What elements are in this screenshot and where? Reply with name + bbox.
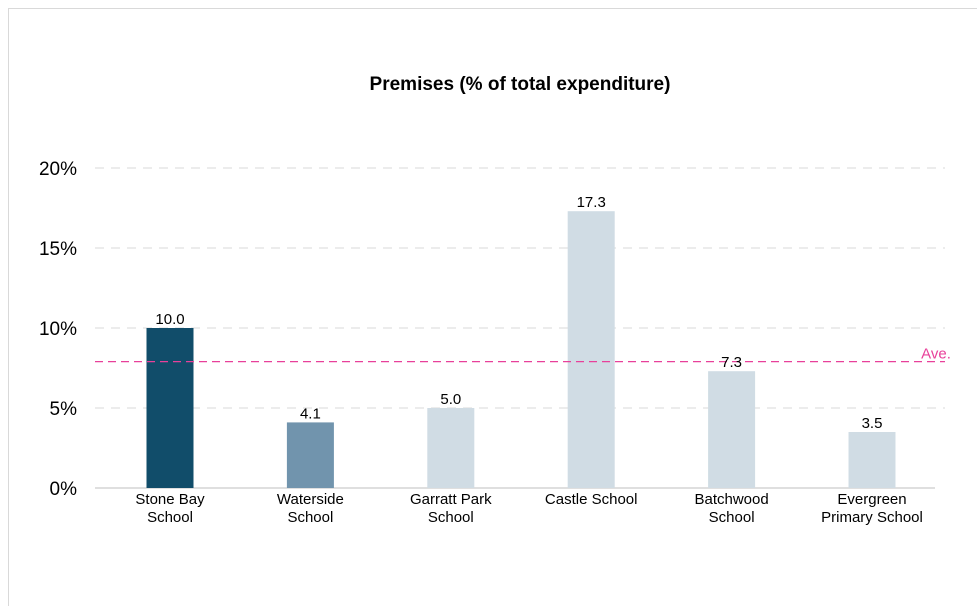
y-tick-label: 15% bbox=[39, 239, 77, 260]
bar-value-label: 7.3 bbox=[721, 354, 742, 371]
bar bbox=[848, 432, 896, 488]
bars bbox=[146, 211, 896, 488]
bar bbox=[708, 371, 756, 488]
average-label: Ave. bbox=[921, 346, 951, 363]
value-labels: 10.0 4.1 5.0 17.3 7.3 3.5 bbox=[155, 194, 882, 432]
x-axis-categories: Stone Bay School Waterside School Garratt Pa… bbox=[135, 491, 922, 526]
bar-value-label: 10.0 bbox=[155, 311, 184, 328]
chart-frame bbox=[8, 8, 977, 606]
category-label: Waterside School bbox=[277, 491, 344, 526]
category-label: Evergreen Primary School bbox=[821, 491, 923, 526]
category-label: Batchwood School bbox=[694, 491, 768, 526]
bar-value-label: 5.0 bbox=[440, 391, 461, 408]
bar-value-label: 3.5 bbox=[862, 415, 883, 432]
y-axis-ticks: 0% 5% 10% 15% 20% bbox=[39, 159, 77, 500]
bar bbox=[146, 328, 194, 488]
y-tick-label: 5% bbox=[50, 399, 78, 420]
bar bbox=[427, 408, 475, 488]
bar-value-label: 4.1 bbox=[300, 405, 321, 422]
gridlines bbox=[95, 167, 945, 489]
category-label: Garratt Park School bbox=[410, 491, 492, 526]
category-label: Stone Bay School bbox=[135, 491, 205, 526]
y-tick-label: 20% bbox=[39, 159, 77, 180]
bar bbox=[286, 422, 334, 488]
chart-title: Premises (% of total expenditure) bbox=[370, 74, 671, 95]
average-line-group: Ave. bbox=[95, 346, 951, 363]
y-tick-label: 10% bbox=[39, 319, 77, 340]
y-tick-label: 0% bbox=[50, 479, 78, 500]
bar-value-label: 17.3 bbox=[577, 194, 606, 211]
bar bbox=[567, 211, 615, 488]
category-label: Castle School bbox=[545, 491, 638, 508]
